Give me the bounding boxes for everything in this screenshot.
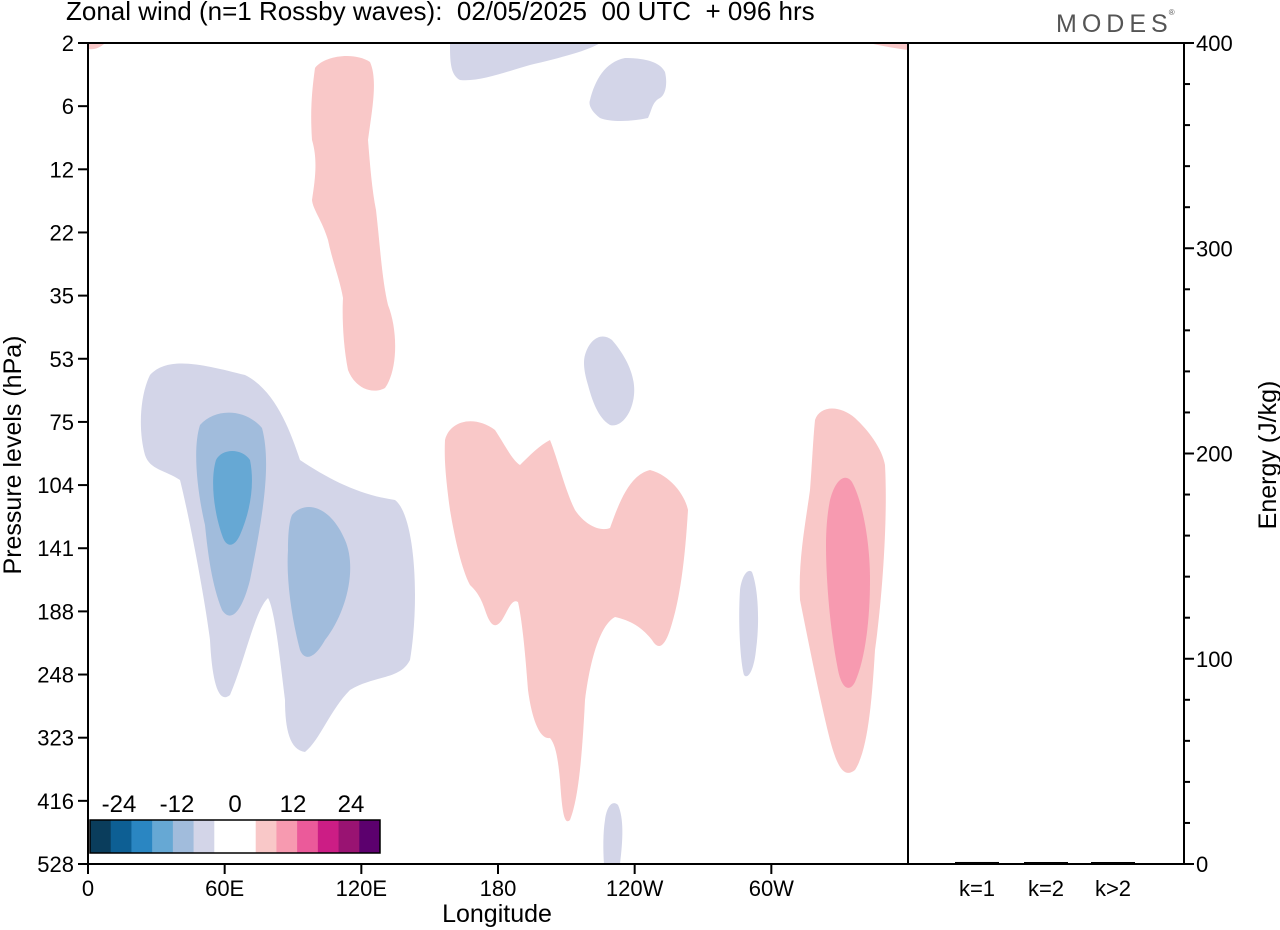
x-tick-label: 60W (749, 876, 794, 901)
colorbar-swatch (172, 820, 195, 853)
brand-logo: MODES® (1056, 8, 1179, 39)
energy-bars: k=1 k=2 k>2 (955, 861, 1135, 901)
registered-mark: ® (1168, 8, 1175, 17)
x-tick-label: 0 (82, 876, 94, 901)
contour-negative-bottom (603, 803, 623, 864)
x-axis-title: Longitude (442, 900, 552, 928)
contour-negative-east-thin (739, 570, 759, 677)
colorbar-labels: -24 -12 0 12 24 (102, 791, 365, 818)
y-tick-label: 35 (50, 284, 74, 309)
y-axis-title: Pressure levels (hPa) (0, 336, 27, 575)
colorbar-label: 12 (280, 791, 307, 818)
x-tick-label: 180 (480, 876, 517, 901)
y-axis-ticks: 2 6 12 22 35 53 75 104 141 188 248 323 416 528 (37, 31, 88, 877)
colorbar-label: -12 (160, 791, 195, 818)
contour-positive-strat-column (311, 56, 396, 391)
colorbar-label: 24 (338, 791, 365, 818)
colorbar-swatch (214, 820, 236, 853)
energy-bar (1091, 862, 1135, 864)
contour-positive-corner-left (88, 43, 105, 50)
colorbar-label: -24 (102, 791, 137, 818)
brand-name: MODES (1056, 10, 1173, 38)
contour-negative-second-core (287, 507, 351, 657)
contour-negative-mid-small (584, 336, 635, 426)
y-tick-label: 141 (37, 536, 74, 561)
energy-category-label: k=1 (959, 876, 995, 901)
y-tick-label: 188 (37, 599, 74, 624)
energy-tick-label: 300 (1196, 236, 1233, 261)
y-tick-label: 528 (37, 852, 74, 877)
colorbar (89, 819, 381, 854)
x-tick-label: 60E (205, 876, 244, 901)
y-tick-label: 53 (50, 347, 74, 372)
energy-category-label: k=2 (1028, 876, 1064, 901)
colorbar-swatch (317, 820, 340, 853)
colorbar-swatch (276, 820, 298, 853)
contour-negative-west-inner (213, 451, 252, 545)
y-tick-label: 75 (50, 410, 74, 435)
energy-bar (1024, 862, 1068, 864)
y-tick-label: 416 (37, 789, 74, 814)
contour-negative-top-b (589, 58, 667, 121)
y-tick-label: 2 (62, 31, 74, 56)
colorbar-swatch (338, 820, 360, 853)
energy-tick-label: 100 (1196, 647, 1233, 672)
colorbar-swatch (193, 820, 215, 853)
contour-positive-corner-right (870, 43, 908, 50)
energy-axis-title: Energy (J/kg) (1254, 381, 1280, 530)
colorbar-label: 0 (228, 791, 241, 818)
x-tick-label: 120W (606, 876, 664, 901)
colorbar-swatch (90, 820, 112, 853)
energy-tick-label: 0 (1196, 852, 1208, 877)
colorbar-swatch (131, 820, 153, 853)
energy-ticks: 0 100 200 300 400 (1184, 31, 1233, 877)
contour-positive-central (444, 421, 688, 822)
colorbar-frame (89, 819, 381, 854)
colorbar-swatch (152, 820, 174, 853)
colorbar-swatch (235, 820, 257, 853)
y-tick-label: 6 (62, 94, 74, 119)
x-axis-ticks: 0 60E 120E 180 120W 60W (82, 864, 794, 901)
contour-positive-east-core (826, 477, 870, 688)
contour-negative-top-a (450, 43, 600, 81)
energy-bar (955, 861, 999, 864)
y-tick-label: 22 (50, 220, 74, 245)
energy-bar-panel: k=1 k=2 k>2 0 100 200 300 400 (908, 31, 1233, 901)
colorbar-swatch (297, 820, 319, 853)
zonal-wind-heatmap: -24 -12 0 12 24 (87, 42, 909, 865)
colorbar-swatch (255, 820, 277, 853)
y-tick-label: 248 (37, 663, 74, 688)
colorbar-swatch (110, 820, 132, 853)
colorbar-swatch (359, 820, 381, 853)
energy-category-label: k>2 (1095, 876, 1131, 901)
y-tick-label: 323 (37, 726, 74, 751)
energy-tick-label: 200 (1196, 442, 1233, 467)
chart-title: Zonal wind (n=1 Rossby waves): 02/05/202… (66, 0, 815, 26)
y-tick-label: 104 (37, 473, 74, 498)
y-tick-label: 12 (50, 157, 74, 182)
x-tick-label: 120E (336, 876, 387, 901)
energy-tick-label: 400 (1196, 31, 1233, 56)
